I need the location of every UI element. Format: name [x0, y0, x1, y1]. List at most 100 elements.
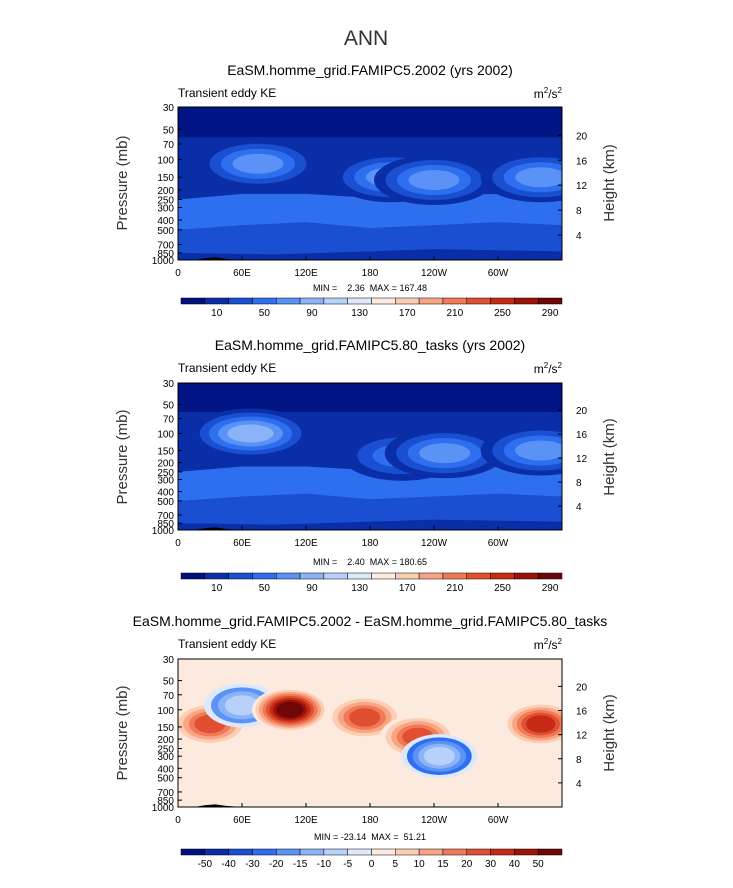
- panel-3-xtick-label: 180: [362, 815, 379, 826]
- page-title: ANN: [344, 27, 388, 50]
- panel-2-ytick-label: 200: [157, 459, 174, 470]
- panel-1-units: m2/s2: [534, 86, 563, 101]
- panel-2-colorbar-box: [442, 572, 467, 580]
- svg-text:m2/s2: m2/s2: [534, 637, 563, 652]
- panel-2-colorbar-box: [180, 572, 206, 580]
- panel-1-ytick-label: 30: [163, 103, 175, 114]
- panel-3-ytick-label: 850: [157, 796, 174, 807]
- panel-1-xtick-label: 60E: [233, 268, 251, 279]
- panel-1-ytick-label: 500: [157, 226, 174, 237]
- panel-3-height-tick-label: 8: [576, 755, 582, 766]
- panel-3-units: m2/s2: [534, 637, 563, 652]
- panel-1-colorbar-label: 130: [351, 308, 368, 319]
- panel-2-colorbar-label: 10: [211, 583, 223, 594]
- panel-1-xtick-label: 0: [175, 268, 181, 279]
- panel-2-surface-band: [178, 519, 562, 530]
- panel-2-ytick-label: 30: [163, 379, 175, 390]
- panel-3-xtick-label: 0: [175, 815, 181, 826]
- panel-1-ytick-label: 150: [157, 173, 174, 184]
- panel-1-colorbar-box: [418, 297, 444, 305]
- panel-1-units-exp2: 2: [558, 86, 563, 95]
- panel-3-ytick-label: 1000: [152, 803, 175, 814]
- panel-1-left-label: Transient eddy KE: [178, 86, 276, 100]
- panel-3-ytick-label: 100: [157, 706, 174, 717]
- panel-3-colorbar-label: 30: [485, 859, 497, 870]
- panel-2-xtick-label: 120W: [421, 538, 448, 549]
- panel-1-midlevel-band: [178, 193, 562, 230]
- panel-2-ytick-label: 250: [157, 468, 174, 479]
- panel-2-colorbar-label: 90: [306, 583, 318, 594]
- panel-2-colorbar-label: 170: [399, 583, 416, 594]
- panel-3-colorbar-box: [347, 848, 372, 856]
- panel-3-ytick-label: 500: [157, 774, 174, 785]
- panel-2-colorbar-box: [371, 572, 396, 580]
- panel-2-height-tick-label: 12: [576, 454, 588, 465]
- panel-3-colorbar-label: 40: [509, 859, 521, 870]
- panel-2-ytick-label: 50: [163, 400, 175, 411]
- panel-2-ytick-label: 850: [157, 519, 174, 530]
- panel-2-xtick-label: 60W: [488, 538, 509, 549]
- panel-3-colorbar-box: [395, 848, 420, 856]
- panel-1-xtick-label: 180: [362, 268, 379, 279]
- panel-1-colorbar-box: [204, 297, 229, 305]
- panel-2-height-tick-label: 8: [576, 478, 582, 489]
- panel-2-height-tick-label: 16: [576, 430, 588, 441]
- panel-1-xtick-label: 60W: [488, 268, 509, 279]
- panel-2-ytick-label: 400: [157, 488, 174, 499]
- panel-2-units-slash: /s: [548, 362, 557, 376]
- panel-3-colorbar-box: [276, 848, 301, 856]
- panel-1-colorbar-box: [323, 297, 348, 305]
- panel-1-colorbar-box: [180, 297, 206, 305]
- panel-2-terrain: [178, 527, 242, 530]
- panel-3-ytick-label: 50: [163, 677, 175, 688]
- panel-3-colorbar-label: 15: [437, 859, 449, 870]
- panel-3-colorbar-label: -20: [269, 859, 284, 870]
- panel-2-colorbar-box: [466, 572, 491, 580]
- panel-1-colorbar-label: 10: [211, 308, 223, 319]
- panel-3-feature-3-contour: [276, 701, 304, 718]
- panel-1-colorbar-box: [276, 297, 301, 305]
- panel-1-colorbar-box: [347, 297, 372, 305]
- panel-1-title: EaSM.homme_grid.FAMIPC5.2002 (yrs 2002): [227, 62, 513, 78]
- panel-1-units-exp: 2: [544, 86, 549, 95]
- panel-2-ytick-label: 70: [163, 415, 175, 426]
- panel-1-ytick-label: 300: [157, 203, 174, 214]
- panel-1-colorbar-box: [490, 297, 515, 305]
- panel-1-ytick-label: 70: [163, 140, 175, 151]
- panel-3-colorbar-box: [418, 848, 444, 856]
- panel-3-colorbar-box: [323, 848, 348, 856]
- panel-2-colorbar-box: [490, 572, 515, 580]
- panel-3-left-label: Transient eddy KE: [178, 637, 276, 651]
- panel-1-colorbar-box: [371, 297, 396, 305]
- panel-3-colorbar-box: [252, 848, 277, 856]
- panel-1-jet-1-contour: [232, 153, 284, 174]
- panel-1-ylabel: Pressure (mb): [114, 135, 131, 230]
- panel-3-ytick-label: 150: [157, 723, 174, 734]
- panel-1-jet-3-contour: [408, 170, 460, 191]
- panel-1-ytick-label: 700: [157, 240, 174, 251]
- panel-2-colorbar-box: [418, 572, 444, 580]
- panel-2-colorbar-label: 290: [542, 583, 559, 594]
- panel-2-height-tick-label: 4: [576, 502, 582, 513]
- panel-2-jet-3-contour: [419, 443, 471, 464]
- panel-1-ytick-label: 400: [157, 216, 174, 227]
- panel-1-height-tick-label: 8: [576, 206, 582, 217]
- panel-1-y2label: Height (km): [601, 144, 618, 222]
- panel-3-colorbar-box: [299, 848, 325, 856]
- panel-2-colorbar-label: 130: [351, 583, 368, 594]
- panel-1-ytick-label: 1000: [152, 256, 175, 267]
- panel-2-jet-1-contour: [227, 424, 274, 443]
- panel-1-terrain: [178, 257, 242, 260]
- panel-3-xtick-label: 60E: [233, 815, 251, 826]
- panel-2-colorbar-box: [228, 572, 253, 580]
- panel-2-min-max: MIN = 2.40 MAX = 180.65: [313, 557, 427, 567]
- panel-3-min-max: MIN = -23.14 MAX = 51.21: [314, 832, 426, 842]
- panel-3-colorbar-label: 20: [461, 859, 473, 870]
- panel-3-feature-6-contour: [423, 746, 455, 766]
- panel-3-colorbar-box: [371, 848, 396, 856]
- panel-1-plot: [178, 107, 562, 260]
- panel-1-units-base: m: [534, 87, 544, 101]
- panel-3: EaSM.homme_grid.FAMIPC5.2002 - EaSM.homm…: [114, 613, 618, 870]
- panel-2-colorbar-box: [347, 572, 372, 580]
